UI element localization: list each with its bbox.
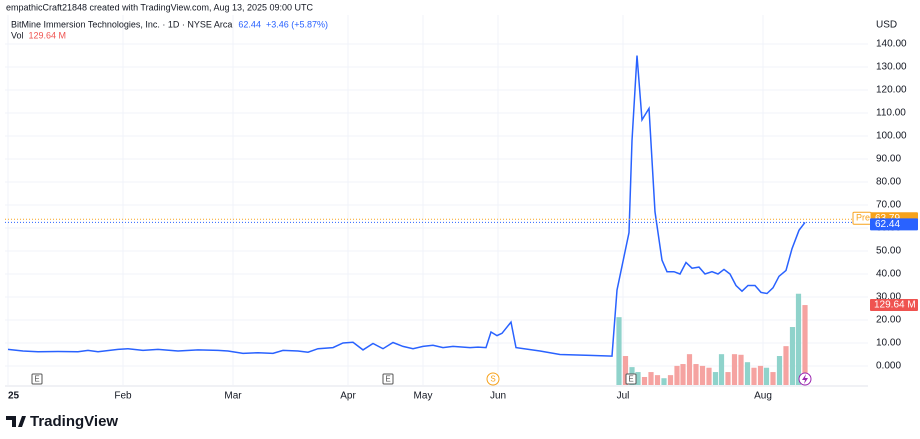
event-marker <box>382 373 394 385</box>
legend: BitMine Immersion Technologies, Inc. · 1… <box>11 19 328 40</box>
y-tick-label: 20.00 <box>876 315 901 326</box>
volume-bar <box>725 372 731 385</box>
x-tick-label: Jul <box>617 391 630 402</box>
volume-bar <box>635 372 641 385</box>
logo <box>6 416 26 427</box>
y-tick-label: 140.00 <box>876 39 907 50</box>
pre-tag-badge <box>852 211 872 225</box>
price-line <box>7 55 806 357</box>
y-tick-label: 110.00 <box>876 108 906 119</box>
last-price-tag <box>870 218 918 231</box>
volume-bar <box>757 365 764 385</box>
x-tick-label: Mar <box>224 391 242 402</box>
volume-bar <box>622 356 629 385</box>
volume-bar <box>744 362 751 385</box>
volume-bar <box>641 376 648 385</box>
volume-bar <box>738 354 744 385</box>
volume-bar <box>783 346 789 385</box>
y-tick-label: 50.00 <box>876 246 901 257</box>
volume-tag <box>870 299 918 312</box>
volume-bar <box>686 354 693 385</box>
volume-bar <box>667 375 674 385</box>
volume-bar <box>802 305 808 385</box>
x-tick-label: May <box>414 391 433 402</box>
y-tick-label: 0.000 <box>876 361 901 372</box>
x-tick-label: Apr <box>340 391 356 402</box>
volume-bar <box>616 317 622 385</box>
pre-tag-label: Pre <box>856 213 870 223</box>
volume-bar <box>648 372 654 385</box>
event-marker <box>625 373 637 385</box>
y-tick-label: 30.00 <box>876 292 901 303</box>
x-tick-label: Jun <box>490 391 506 402</box>
volume-bar <box>795 293 802 385</box>
legend-volume-value: 129.64 M <box>29 30 67 40</box>
event-label: E <box>34 375 39 384</box>
volume-bar <box>751 367 757 385</box>
legend-change: +3.46 (+5.87%) <box>266 19 328 29</box>
volume-tag-value: 129.64 M <box>874 300 916 311</box>
y-tick-label: 120.00 <box>876 85 907 96</box>
y-tick-label: 100.00 <box>876 131 907 142</box>
volume-bar <box>763 367 770 385</box>
y-tick-label: 70.00 <box>876 200 901 211</box>
event-icon <box>798 372 812 386</box>
brand: TradingView <box>30 413 118 430</box>
attribution: empathicCraft21848 created with TradingV… <box>6 2 314 12</box>
volume-bar <box>776 356 783 385</box>
volume-bar <box>654 375 661 385</box>
legend-volume-label: Vol <box>11 30 24 40</box>
x-tick-label: Aug <box>754 391 772 402</box>
event-label: E <box>385 375 390 384</box>
last-price-tag-value: 62.44 <box>875 219 900 230</box>
volume-bar <box>718 354 725 385</box>
x-tick-label: 25 <box>8 391 20 402</box>
volume-bar <box>699 365 706 385</box>
volume-bar <box>674 365 680 385</box>
y-tick-label: 10.00 <box>876 338 901 349</box>
volume-bar <box>770 372 776 385</box>
y-tick-label: 130.00 <box>876 62 907 73</box>
volume-bar <box>693 364 699 385</box>
event-marker <box>486 372 500 386</box>
plot: 0.00010.0020.0030.0040.0050.0060.0070.00… <box>5 15 907 402</box>
currency: USD <box>876 20 897 31</box>
y-tick-label: 40.00 <box>876 269 901 280</box>
volume-bar <box>706 367 712 385</box>
volume-bar <box>731 354 738 385</box>
volume-bar <box>680 364 686 385</box>
legend-price: 62.44 <box>238 19 261 29</box>
volume-bar <box>712 372 719 385</box>
volume-bar <box>789 327 796 385</box>
x-tick-label: Feb <box>114 391 132 402</box>
event-label: S <box>490 375 495 384</box>
event-label: E <box>628 375 633 384</box>
legend-title: BitMine Immersion Technologies, Inc. · 1… <box>11 19 232 29</box>
y-tick-label: 90.00 <box>876 154 901 165</box>
event-marker <box>31 373 43 385</box>
y-tick-label: 80.00 <box>876 177 901 188</box>
volume-bar <box>661 378 667 385</box>
